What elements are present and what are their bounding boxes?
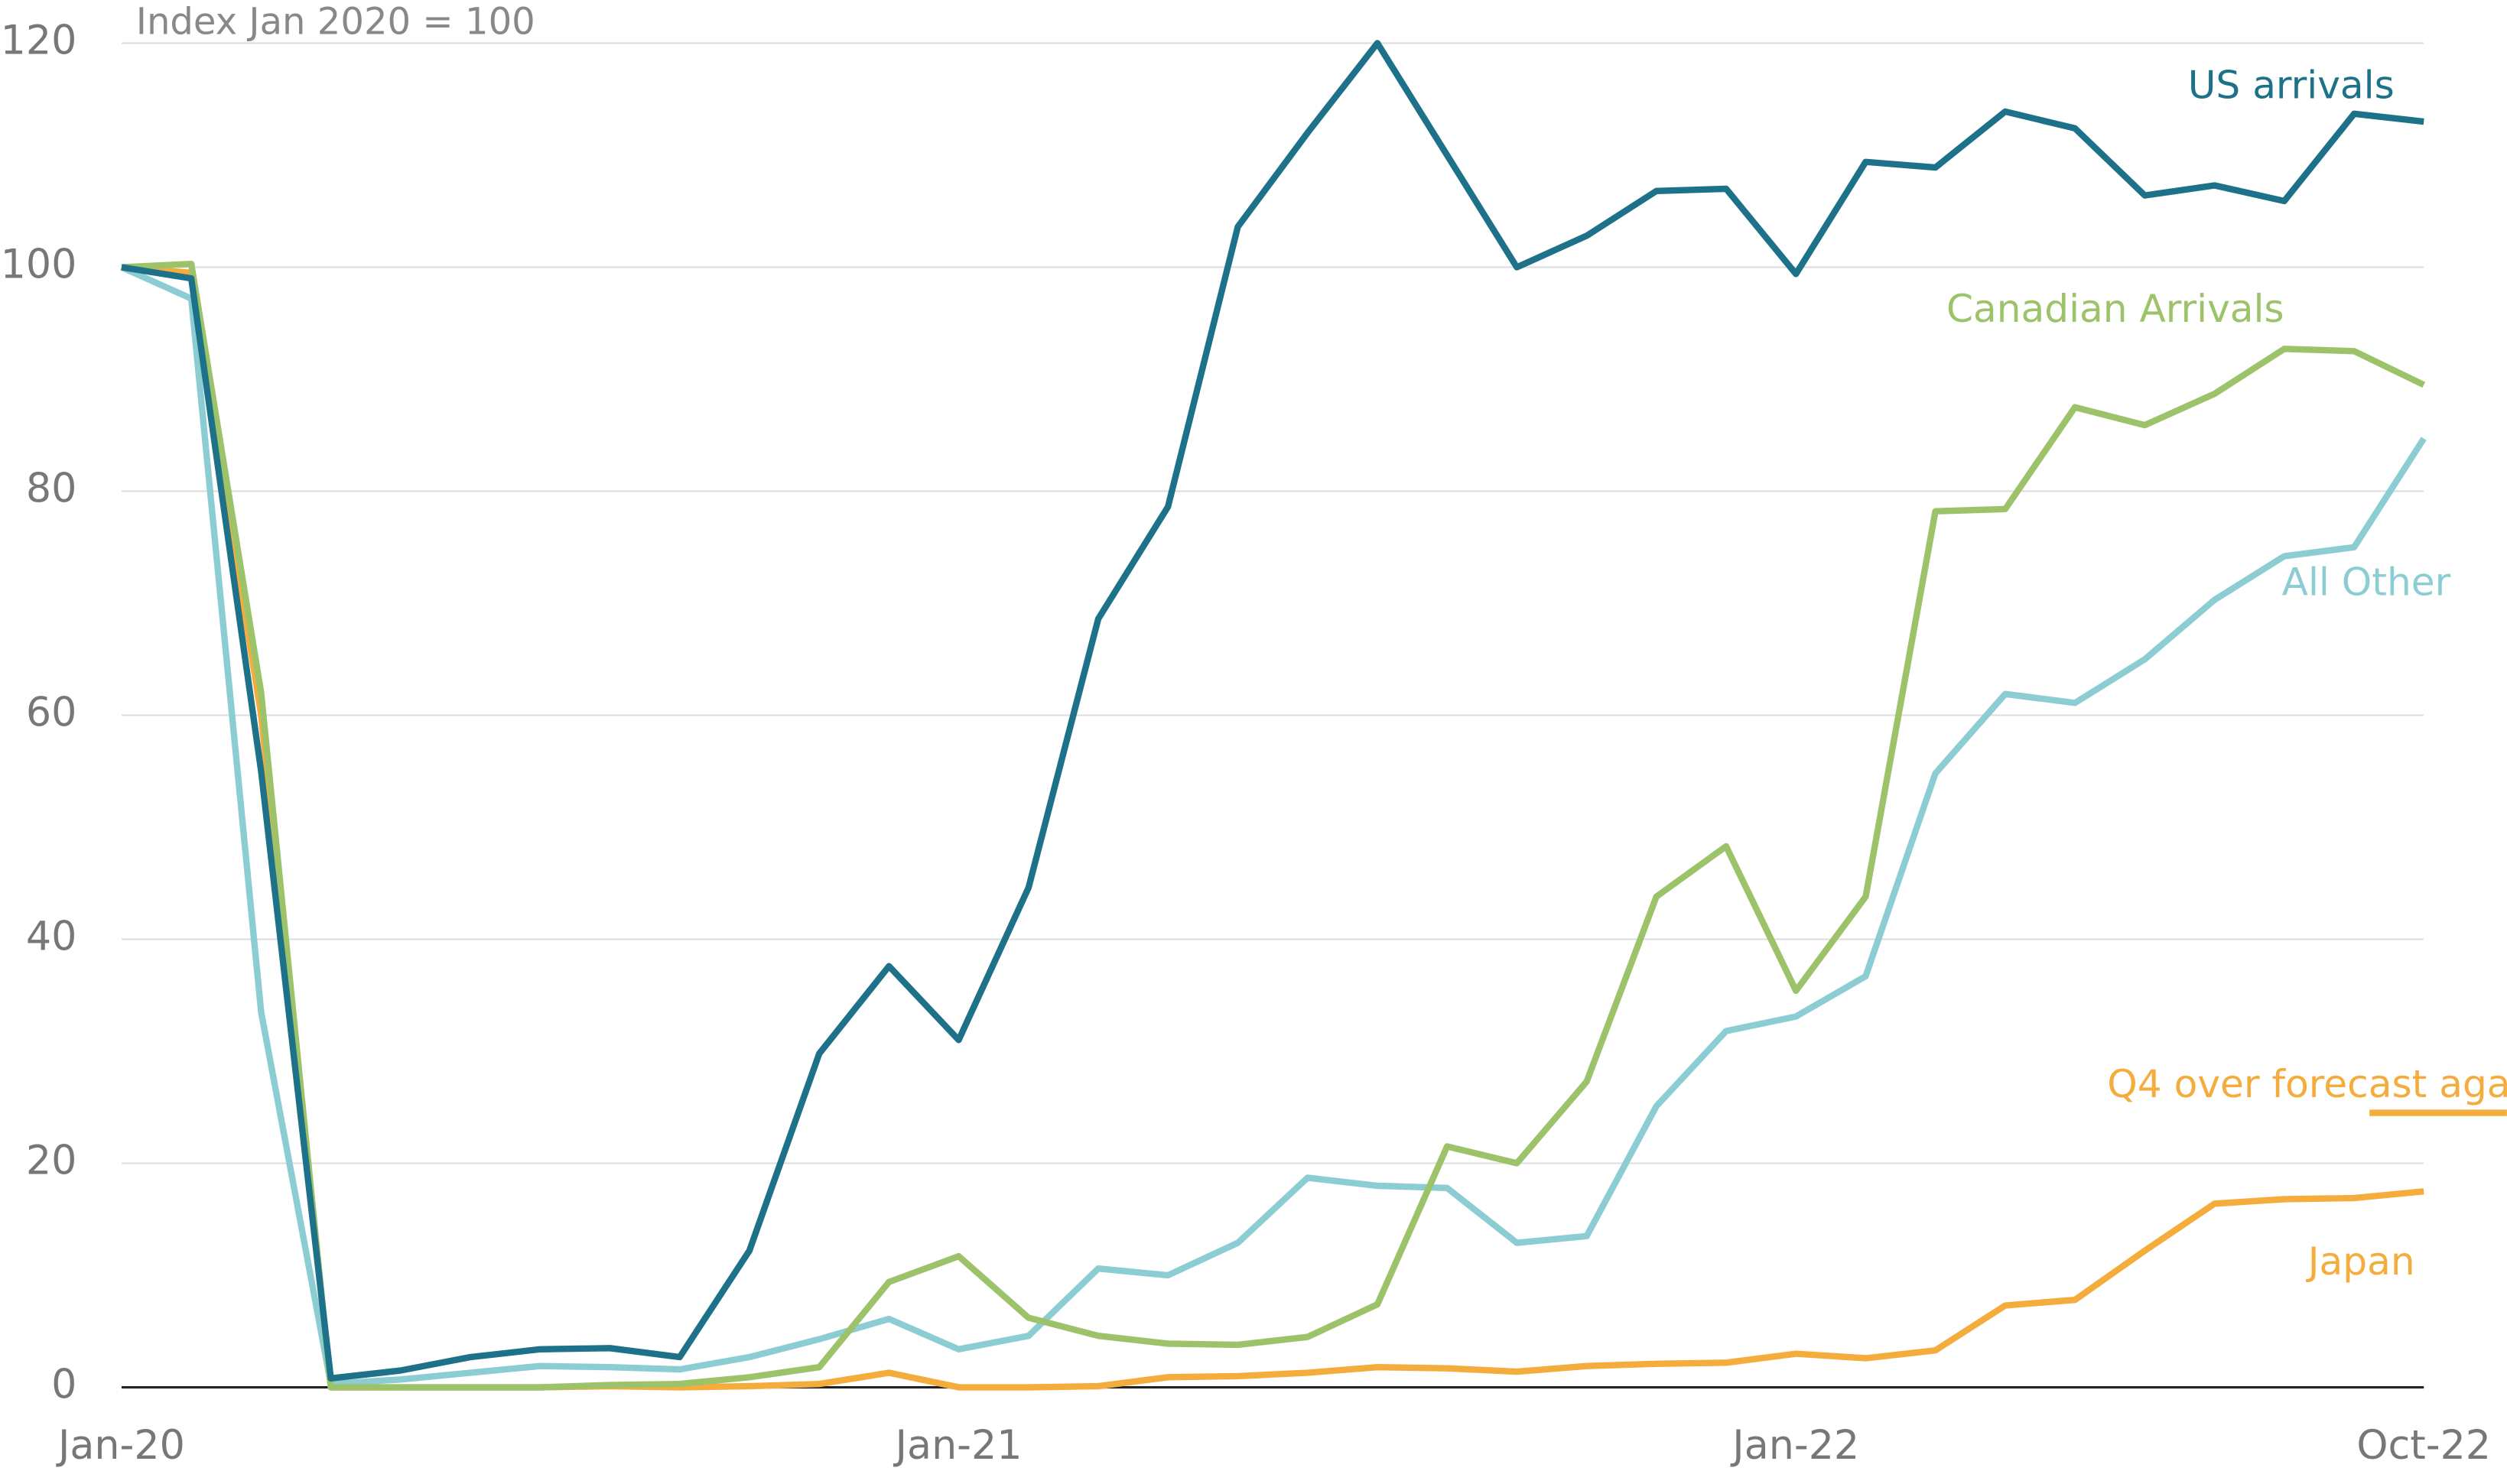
y-tick-label: 20 — [26, 1138, 77, 1184]
y-axis-label: Index Jan 2020 = 100 — [136, 0, 535, 43]
x-tick-label: Oct-22 — [2356, 1422, 2491, 1469]
series-line — [120, 264, 2427, 1388]
series-line — [121, 264, 2424, 1391]
legend-label: US arrivals — [2188, 62, 2395, 107]
annotation-text: Q4 over forecast again — [2107, 1061, 2507, 1106]
y-tick-label: 60 — [26, 689, 77, 736]
series-line — [121, 260, 2426, 1391]
y-tick-label: 100 — [1, 241, 77, 287]
x-tick-label: Jan-22 — [1730, 1422, 1859, 1469]
y-tick-label: 40 — [26, 913, 77, 960]
x-tick-label: Jan-20 — [56, 1422, 185, 1469]
y-tick-label: 80 — [26, 465, 77, 511]
y-tick-label: 120 — [1, 17, 77, 63]
legend-label: Canadian Arrivals — [1946, 286, 2284, 331]
series-line — [121, 40, 2424, 1382]
legend-label: Japan — [2306, 1239, 2415, 1284]
y-tick-label: 0 — [51, 1362, 76, 1408]
legend-label: All Other — [2282, 560, 2451, 605]
x-tick-label: Jan-21 — [893, 1422, 1023, 1469]
